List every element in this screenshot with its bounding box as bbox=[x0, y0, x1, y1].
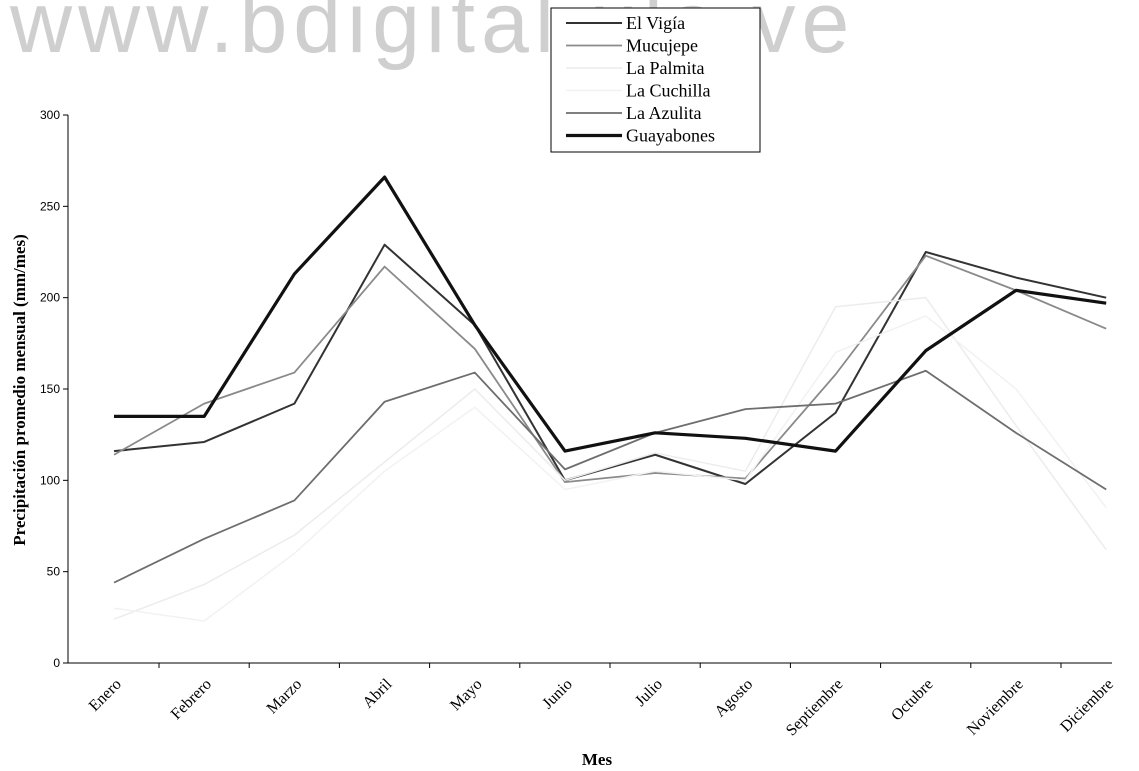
x-tick-label: Enero bbox=[86, 676, 125, 715]
x-tick-label: Diciembre bbox=[1057, 676, 1117, 736]
series-line bbox=[114, 175, 1107, 453]
legend-label: La Azulita bbox=[626, 103, 701, 123]
x-tick-label: Noviembre bbox=[964, 676, 1027, 739]
series-line bbox=[113, 369, 1107, 584]
x-tick-label: Julio bbox=[632, 676, 666, 710]
legend-label: La Palmita bbox=[626, 58, 704, 78]
x-tick-label: Marzo bbox=[264, 676, 306, 718]
series-line bbox=[113, 243, 1107, 485]
y-tick-label: 200 bbox=[40, 291, 60, 305]
x-axis-title: Mes bbox=[582, 750, 613, 769]
y-tick-label: 300 bbox=[40, 108, 60, 122]
x-tick-label: Agosto bbox=[712, 676, 757, 721]
x-tick-label: Abril bbox=[360, 675, 396, 711]
legend bbox=[550, 7, 761, 153]
series-line bbox=[113, 296, 1107, 620]
x-tick-label: Febrero bbox=[168, 676, 215, 723]
x-tick-label: Octubre bbox=[888, 676, 936, 724]
y-tick-label: 50 bbox=[47, 565, 61, 579]
y-tick-label: 250 bbox=[40, 199, 60, 213]
series-line bbox=[113, 254, 1107, 484]
legend-label: El Vigía bbox=[626, 13, 685, 33]
series-line bbox=[113, 315, 1107, 622]
x-tick-label: Mayo bbox=[447, 676, 485, 714]
legend-label: Mucujepe bbox=[626, 36, 698, 56]
x-tick-label: Junio bbox=[539, 676, 576, 713]
y-tick-label: 150 bbox=[40, 382, 60, 396]
x-tick-label: Septiembre bbox=[783, 676, 847, 740]
legend-label: La Cuchilla bbox=[626, 81, 710, 101]
legend-label: Guayabones bbox=[626, 126, 715, 146]
y-axis-title: Precipitación promedio mensual (mm/mes) bbox=[10, 234, 29, 545]
y-tick-label: 0 bbox=[53, 656, 60, 670]
y-tick-label: 100 bbox=[40, 473, 60, 487]
